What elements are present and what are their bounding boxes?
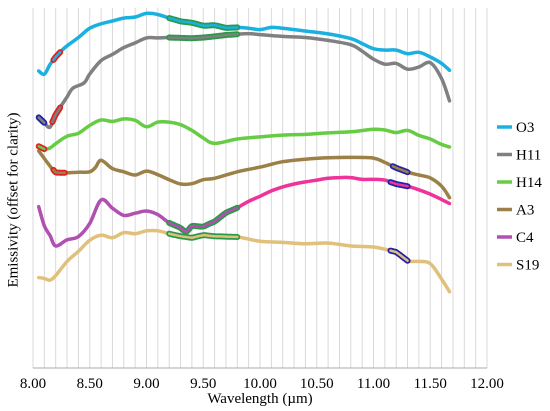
legend-label-o3: O3 xyxy=(516,120,534,136)
highlight-band-h11 xyxy=(49,104,64,126)
x-tick-label: 11.50 xyxy=(414,376,447,392)
highlight-band-h11 xyxy=(35,114,48,126)
highlight-band-s19 xyxy=(387,247,411,264)
y-axis-title: Emissivity (offset for clarity) xyxy=(5,112,21,287)
legend-label-h11: H11 xyxy=(516,148,541,164)
legend-label-a3: A3 xyxy=(516,203,534,219)
highlight-band-core xyxy=(52,50,62,62)
highlight-band-c4 xyxy=(166,204,241,235)
x-tick-label: 10.50 xyxy=(300,376,334,392)
series-line-h11 xyxy=(36,31,452,130)
highlight-band-h11 xyxy=(166,31,241,42)
highlight-band-h14 xyxy=(35,143,48,153)
legend-label-s19: S19 xyxy=(516,258,539,274)
series-line-h14 xyxy=(36,117,452,151)
highlight-band-core xyxy=(167,33,239,40)
highlight-band-a3 xyxy=(50,166,68,176)
highlight-band-core xyxy=(167,206,239,233)
highlight-band-core xyxy=(391,164,409,174)
highlight-band-c4-continued xyxy=(387,179,411,190)
x-tick-label: 10.00 xyxy=(243,376,277,392)
highlight-band-core xyxy=(389,180,409,188)
x-tick-label: 8.00 xyxy=(20,376,46,392)
highlight-band-core xyxy=(51,106,62,124)
highlight-band-a3 xyxy=(389,163,411,176)
legend-label-c4: C4 xyxy=(516,230,534,246)
highlight-band-core xyxy=(37,144,46,151)
x-tick-labels: 8.00 8.50 9.00 9.50 10.00 10.50 11.00 11.50 12.0… xyxy=(20,376,504,392)
legend-label-h14: H14 xyxy=(516,175,542,191)
highlight-band-s19 xyxy=(166,230,241,241)
highlight-band-core xyxy=(167,232,239,239)
series-line-s19 xyxy=(36,228,452,294)
highlight-band-core xyxy=(389,249,409,262)
highlight-band-core xyxy=(167,16,239,30)
highlight-band-o3 xyxy=(50,49,64,63)
highlight-layer xyxy=(35,15,411,264)
x-tick-label: 9.00 xyxy=(133,376,159,392)
highlight-band-core xyxy=(52,168,67,175)
x-axis-title: Wavelength (µm) xyxy=(207,391,312,406)
highlight-band-o3 xyxy=(166,15,241,31)
series-line-c4-continued xyxy=(235,175,452,210)
grid-layer xyxy=(32,8,488,368)
x-tick-label: 9.50 xyxy=(190,376,216,392)
x-tick-label: 12.00 xyxy=(470,376,504,392)
legend: O3 H11 H14 A3 C4 S19 xyxy=(497,120,542,274)
x-tick-label: 8.50 xyxy=(77,376,103,392)
x-tick-label: 11.00 xyxy=(357,376,390,392)
series-line-a3 xyxy=(36,149,452,200)
highlight-band-core xyxy=(37,116,46,125)
